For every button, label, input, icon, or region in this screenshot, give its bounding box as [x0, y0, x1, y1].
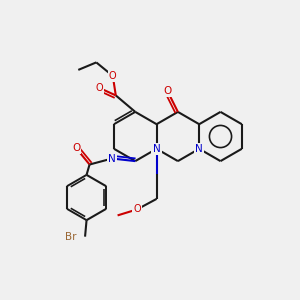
- Text: O: O: [95, 83, 103, 93]
- Text: N: N: [108, 154, 116, 164]
- Text: Br: Br: [64, 232, 76, 242]
- Text: O: O: [163, 86, 172, 96]
- Text: N: N: [153, 144, 160, 154]
- Text: O: O: [72, 143, 80, 153]
- Text: O: O: [133, 204, 141, 214]
- Text: N: N: [195, 144, 203, 154]
- Text: O: O: [109, 71, 117, 81]
